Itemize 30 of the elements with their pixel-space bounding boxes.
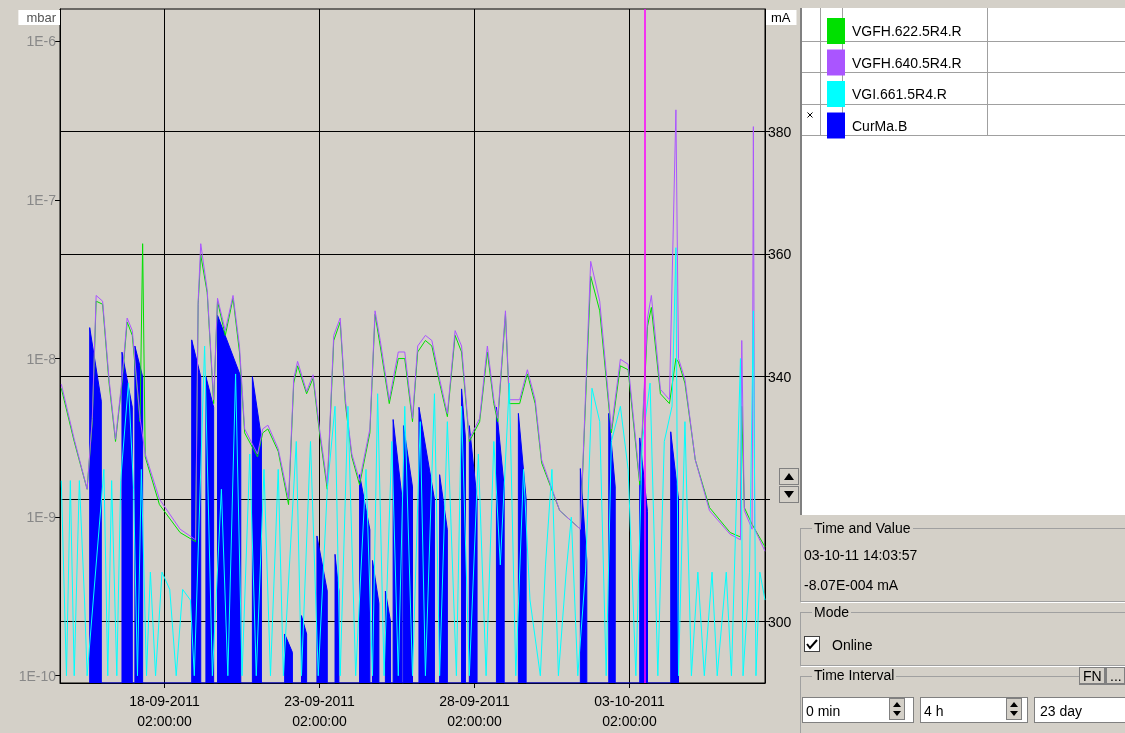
text: ... xyxy=(1106,667,1125,685)
y-tick-label: 1E-7 xyxy=(26,191,57,208)
text: 4 h xyxy=(924,703,944,719)
y-tick-label: 1E-6 xyxy=(26,33,57,50)
text: 0 min xyxy=(806,703,841,719)
text: Mode xyxy=(812,604,852,620)
y-axis-title: mbar xyxy=(26,10,57,25)
y2-tick-label: 340 xyxy=(768,368,792,385)
text: Time and Value xyxy=(812,520,913,536)
text: Online xyxy=(832,637,873,653)
x-tick-label: 03-10-2011 02:00:00 xyxy=(594,693,665,729)
text: Time Interval xyxy=(812,667,897,683)
legend-label: VGFH.622.5R4.R xyxy=(852,23,962,39)
x-tick-label: 23-09-2011 02:00:00 xyxy=(284,693,356,729)
legend-label: CurMa.B xyxy=(852,117,908,134)
text: 23 day xyxy=(1040,703,1083,719)
y-tick-label: 1E-10 xyxy=(18,667,57,684)
y-tick-label: 1E-8 xyxy=(26,350,57,367)
y2-tick-label: 380 xyxy=(768,123,792,140)
legend-label: VGFH.640.5R4.R xyxy=(852,54,962,71)
y-tick-label: 1E-9 xyxy=(26,509,57,526)
y2-axis-title: mA xyxy=(771,10,791,25)
text: FN xyxy=(1079,667,1106,685)
text: 03-10-11 14:03:57 xyxy=(804,547,918,563)
x-tick-label: 18-09-2011 02:00:00 xyxy=(129,693,201,729)
text: -8.07E-004 mA xyxy=(804,577,899,593)
y2-tick-label: 360 xyxy=(768,246,792,263)
legend-label: VGI.661.5R4.R xyxy=(852,86,947,102)
x-tick-label: 28-09-2011 02:00:00 xyxy=(439,693,510,729)
y2-tick-label: 300 xyxy=(768,613,792,630)
